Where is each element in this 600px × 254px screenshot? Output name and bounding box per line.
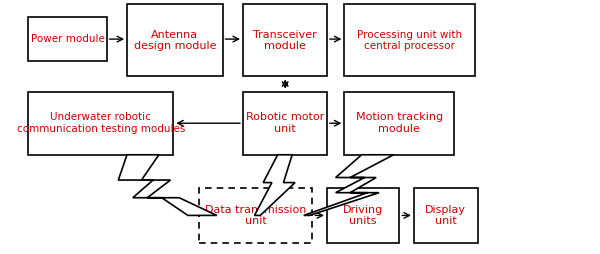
Text: Driving
units: Driving units: [343, 205, 383, 226]
Text: Robotic motor
unit: Robotic motor unit: [246, 113, 324, 134]
Text: Display
unit: Display unit: [425, 205, 466, 226]
FancyBboxPatch shape: [414, 188, 478, 243]
Text: Underwater robotic
communication testing modules: Underwater robotic communication testing…: [17, 113, 185, 134]
Text: Antenna
design module: Antenna design module: [134, 30, 216, 51]
Text: Data transmission
unit: Data transmission unit: [205, 205, 307, 226]
FancyBboxPatch shape: [327, 188, 400, 243]
Polygon shape: [304, 155, 394, 215]
Polygon shape: [118, 155, 217, 215]
FancyBboxPatch shape: [243, 5, 327, 76]
FancyBboxPatch shape: [28, 17, 107, 61]
Text: Processing unit with
central processor: Processing unit with central processor: [357, 30, 462, 51]
Text: Transceiver
module: Transceiver module: [253, 30, 317, 51]
Text: Power module: Power module: [31, 34, 104, 44]
FancyBboxPatch shape: [243, 92, 327, 155]
FancyBboxPatch shape: [199, 188, 313, 243]
FancyBboxPatch shape: [127, 5, 223, 76]
FancyBboxPatch shape: [344, 5, 475, 76]
Polygon shape: [254, 155, 295, 215]
FancyBboxPatch shape: [28, 92, 173, 155]
FancyBboxPatch shape: [344, 92, 454, 155]
Text: Motion tracking
module: Motion tracking module: [356, 113, 443, 134]
